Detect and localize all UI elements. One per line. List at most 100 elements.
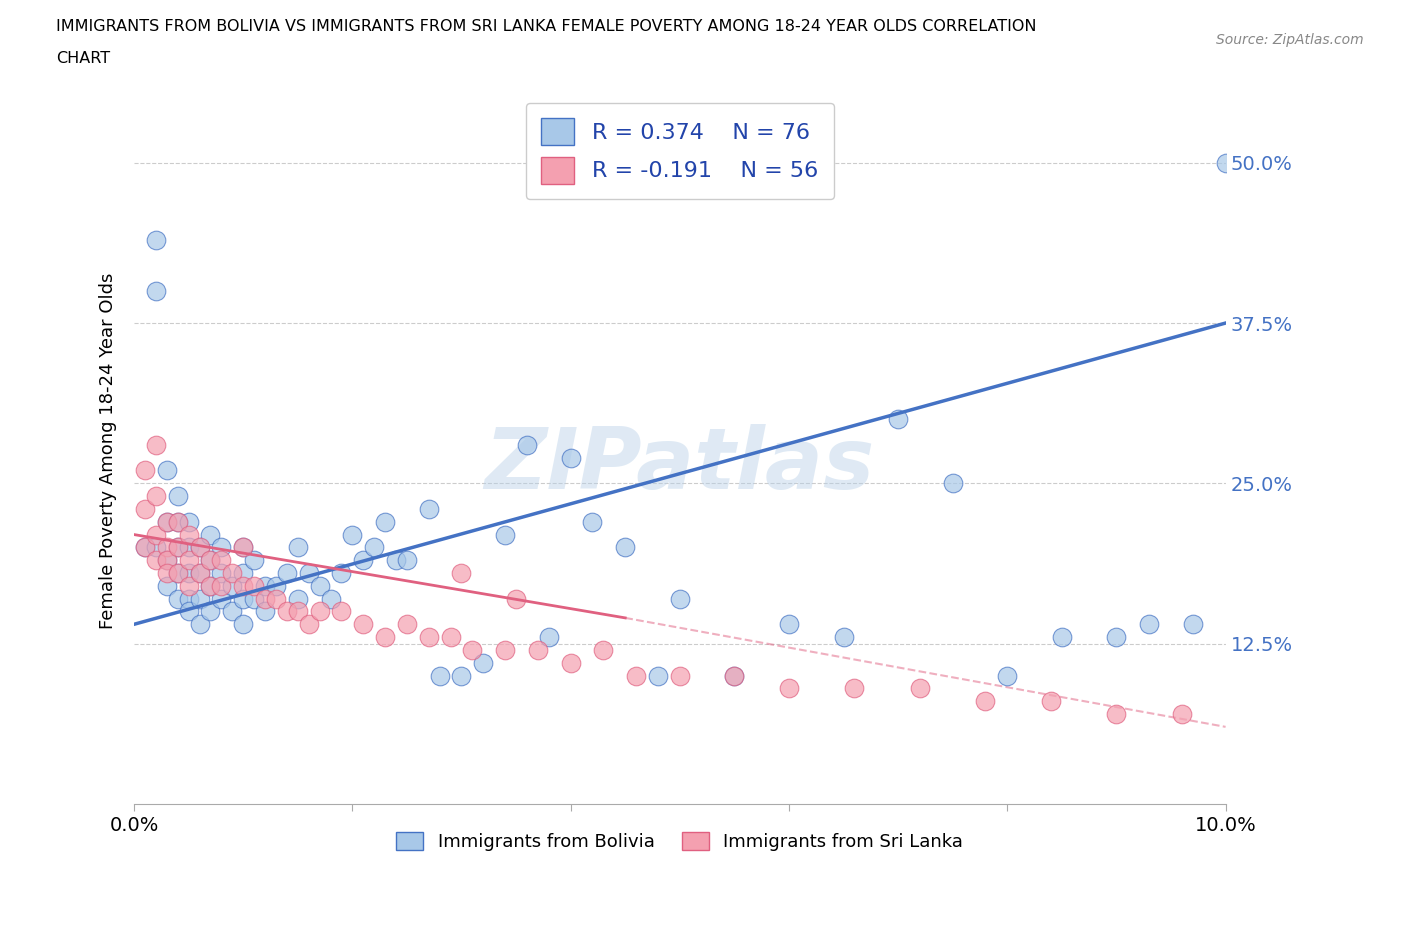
Point <box>134 540 156 555</box>
Point <box>200 578 222 593</box>
Point <box>276 565 298 580</box>
Point <box>243 552 266 567</box>
Point <box>221 578 243 593</box>
Point <box>221 604 243 619</box>
Y-axis label: Female Poverty Among 18-24 Year Olds: Female Poverty Among 18-24 Year Olds <box>100 273 117 630</box>
Point <box>581 514 603 529</box>
Point <box>156 552 179 567</box>
Point <box>614 540 637 555</box>
Point <box>276 604 298 619</box>
Point <box>298 565 321 580</box>
Point <box>232 591 254 606</box>
Point <box>1215 155 1237 170</box>
Point <box>232 540 254 555</box>
Point <box>200 552 222 567</box>
Point <box>264 591 287 606</box>
Point <box>145 232 167 247</box>
Point <box>177 540 200 555</box>
Point <box>494 643 516 658</box>
Point <box>134 463 156 478</box>
Point <box>177 591 200 606</box>
Point <box>624 668 647 683</box>
Point <box>287 591 309 606</box>
Point <box>156 578 179 593</box>
Point <box>908 681 931 696</box>
Point <box>253 591 276 606</box>
Point <box>145 488 167 503</box>
Point <box>156 540 179 555</box>
Point <box>243 591 266 606</box>
Point <box>232 540 254 555</box>
Point <box>287 604 309 619</box>
Point <box>166 540 188 555</box>
Point <box>418 630 440 644</box>
Text: ZIPatlas: ZIPatlas <box>485 424 875 507</box>
Point <box>374 514 396 529</box>
Point <box>1137 617 1160 631</box>
Point <box>145 527 167 542</box>
Point <box>145 540 167 555</box>
Point <box>145 552 167 567</box>
Point <box>461 643 484 658</box>
Point <box>1039 694 1062 709</box>
Point <box>264 578 287 593</box>
Point <box>200 604 222 619</box>
Point <box>844 681 866 696</box>
Point <box>166 540 188 555</box>
Point <box>330 604 353 619</box>
Point <box>723 668 745 683</box>
Point <box>200 578 222 593</box>
Point <box>995 668 1018 683</box>
Point <box>188 565 211 580</box>
Point <box>134 540 156 555</box>
Point <box>832 630 855 644</box>
Point <box>494 527 516 542</box>
Point <box>145 437 167 452</box>
Point <box>177 514 200 529</box>
Point <box>395 552 418 567</box>
Point <box>200 527 222 542</box>
Point <box>1171 707 1194 722</box>
Point <box>647 668 669 683</box>
Point <box>166 488 188 503</box>
Point <box>516 437 538 452</box>
Point <box>669 668 692 683</box>
Point <box>395 617 418 631</box>
Point <box>232 578 254 593</box>
Point <box>527 643 550 658</box>
Point <box>330 565 353 580</box>
Point <box>429 668 451 683</box>
Point <box>188 565 211 580</box>
Point <box>188 540 211 555</box>
Text: IMMIGRANTS FROM BOLIVIA VS IMMIGRANTS FROM SRI LANKA FEMALE POVERTY AMONG 18-24 : IMMIGRANTS FROM BOLIVIA VS IMMIGRANTS FR… <box>56 19 1036 33</box>
Point <box>887 412 910 427</box>
Point <box>942 476 965 491</box>
Point <box>188 617 211 631</box>
Point <box>177 578 200 593</box>
Point <box>253 578 276 593</box>
Point <box>221 565 243 580</box>
Point <box>450 565 472 580</box>
Point <box>209 540 232 555</box>
Point <box>177 552 200 567</box>
Point <box>177 565 200 580</box>
Point <box>166 565 188 580</box>
Point <box>166 514 188 529</box>
Point <box>560 450 582 465</box>
Point <box>439 630 461 644</box>
Point <box>156 514 179 529</box>
Point <box>472 656 495 671</box>
Point <box>209 552 232 567</box>
Point <box>243 578 266 593</box>
Point <box>1050 630 1073 644</box>
Point <box>209 591 232 606</box>
Point <box>166 514 188 529</box>
Point <box>145 284 167 299</box>
Point <box>374 630 396 644</box>
Point <box>232 617 254 631</box>
Point <box>560 656 582 671</box>
Point <box>166 565 188 580</box>
Point <box>592 643 614 658</box>
Point <box>188 540 211 555</box>
Point <box>537 630 560 644</box>
